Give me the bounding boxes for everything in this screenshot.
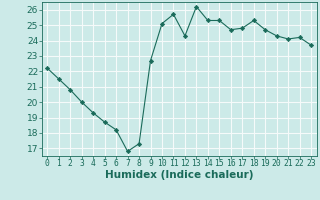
X-axis label: Humidex (Indice chaleur): Humidex (Indice chaleur) bbox=[105, 170, 253, 180]
